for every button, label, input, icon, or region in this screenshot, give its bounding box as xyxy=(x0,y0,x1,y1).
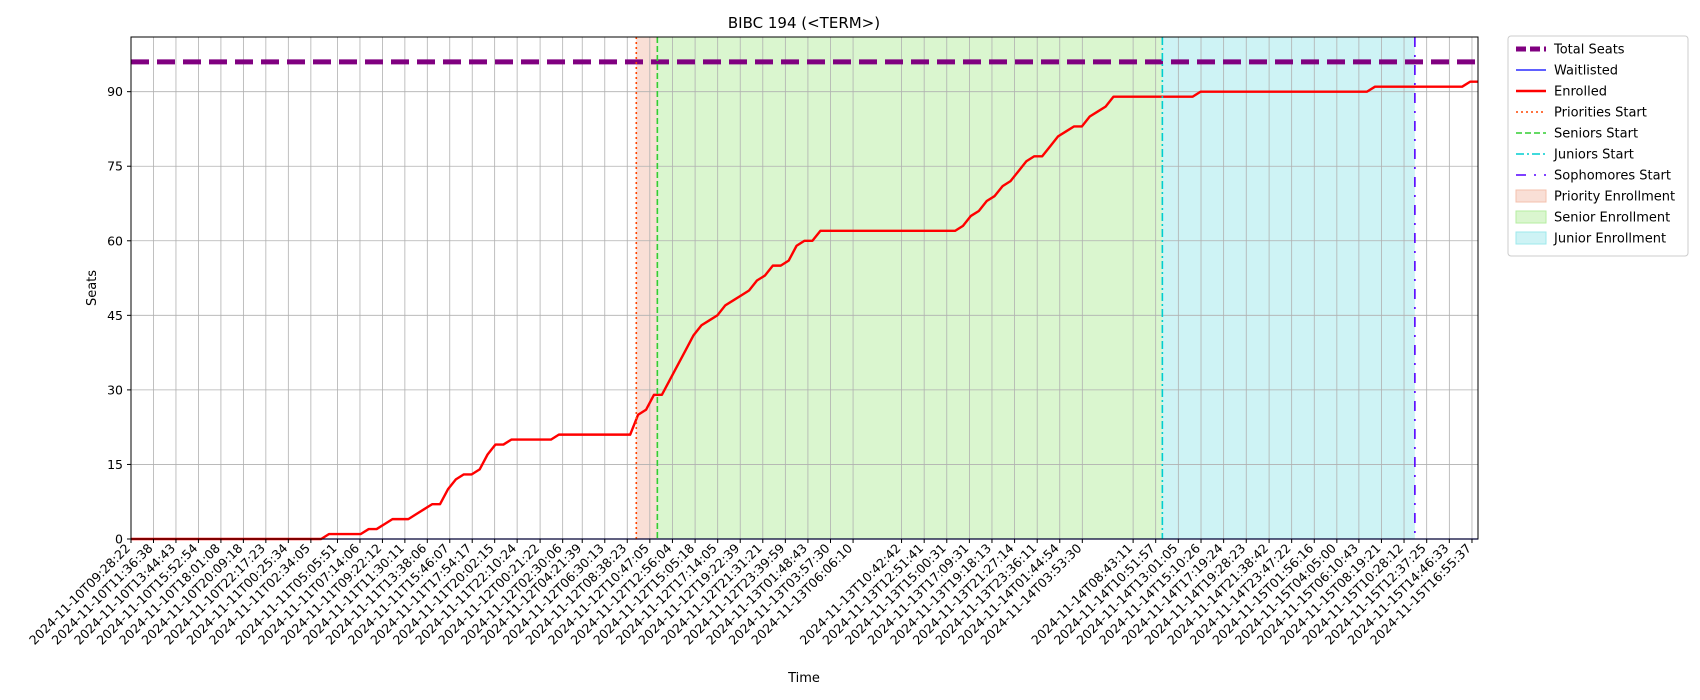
legend-swatch-span-2 xyxy=(1515,231,1547,245)
legend-label-series-2: Enrolled xyxy=(1554,85,1607,100)
y-tick-label-5: 75 xyxy=(107,159,123,174)
y-tick-label-1: 15 xyxy=(107,457,123,472)
legend-swatch-span-1 xyxy=(1515,210,1547,224)
y-axis-ticks: 0 15 30 45 60 75 90 xyxy=(107,84,131,547)
phase-markers xyxy=(635,37,1416,539)
span-2 xyxy=(1162,37,1415,539)
legend: Total Seats Waitlisted Enrolled Priorities … xyxy=(1507,35,1689,257)
enrollment-spans xyxy=(636,37,1415,539)
chart-title: BIBC 194 (<TERM>) xyxy=(728,14,880,32)
legend-swatch-span-0 xyxy=(1515,189,1547,203)
x-axis-label: Time xyxy=(787,671,820,686)
legend-label-marker-3: Sophomores Start xyxy=(1554,169,1671,184)
legend-label-marker-0: Priorities Start xyxy=(1554,106,1647,121)
legend-label-span-1: Senior Enrollment xyxy=(1554,211,1670,226)
plot-frame xyxy=(130,36,1479,540)
legend-label-span-0: Priority Enrollment xyxy=(1554,190,1675,205)
y-tick-label-2: 30 xyxy=(107,382,123,397)
legend-label-series-0: Total Seats xyxy=(1553,43,1625,58)
legend-label-marker-2: Juniors Start xyxy=(1553,148,1634,163)
series-line-2 xyxy=(131,80,1478,541)
legend-label-series-1: Waitlisted xyxy=(1554,64,1618,79)
legend-label-span-2: Junior Enrollment xyxy=(1553,232,1666,247)
span-1 xyxy=(657,37,1163,539)
y-tick-label-4: 60 xyxy=(107,233,123,248)
legend-label-marker-1: Seniors Start xyxy=(1554,127,1638,142)
y-tick-label-3: 45 xyxy=(107,308,123,323)
span-0 xyxy=(636,37,658,539)
y-axis-label: Seats xyxy=(85,270,100,306)
y-tick-label-6: 90 xyxy=(107,84,123,99)
legend-box xyxy=(1507,35,1689,257)
grid-lines xyxy=(130,37,1478,540)
y-tick-label-0: 0 xyxy=(115,532,123,547)
x-axis-ticks: 2024-11-10T09:28:222024-11-10T11:36:3820… xyxy=(26,539,1474,648)
